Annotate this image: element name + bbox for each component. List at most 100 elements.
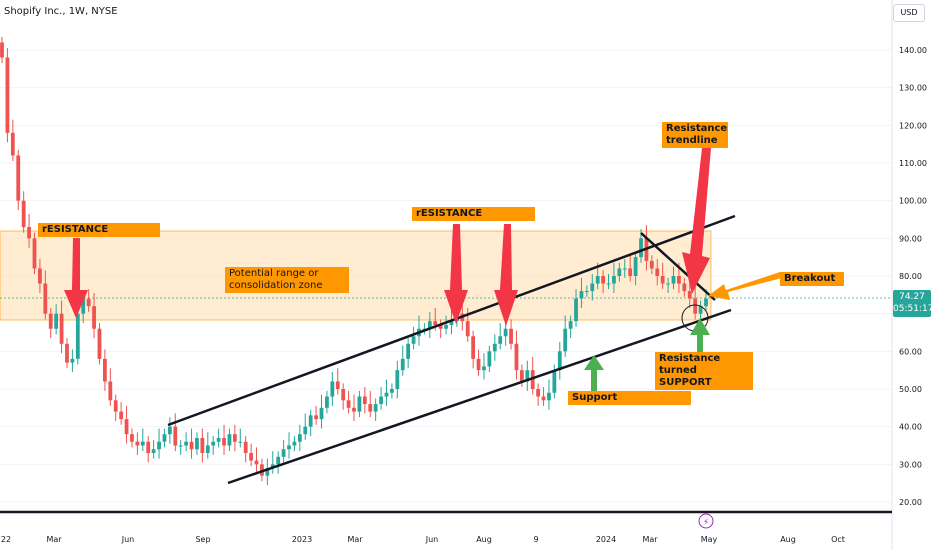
candle-body — [536, 389, 541, 397]
note-support[interactable]: Support — [568, 391, 691, 405]
candle-body — [400, 358, 405, 371]
currency-button[interactable]: USD — [893, 4, 925, 22]
candle-body — [612, 276, 616, 284]
candle-body — [0, 42, 4, 58]
candle-body — [178, 445, 183, 447]
last-price-tag: 74.27 05:51:17 — [893, 290, 932, 317]
candle-body — [639, 238, 643, 258]
candle-body — [557, 351, 562, 371]
event-marker[interactable] — [698, 513, 714, 529]
candle-body — [48, 313, 53, 329]
candle-body — [119, 411, 124, 420]
candle-body — [260, 464, 264, 476]
candle-body — [649, 260, 654, 269]
x-tick-label: Oct — [831, 535, 845, 544]
candle-body — [81, 298, 86, 314]
candle-body — [552, 370, 557, 393]
note-range-zone[interactable]: Potential range or consolidation zone — [225, 267, 349, 293]
y-tick-label: 60.00 — [899, 347, 922, 356]
note-resistance-mid[interactable]: rESISTANCE — [412, 207, 535, 221]
note-breakout[interactable]: Breakout — [780, 272, 844, 286]
candle-body — [249, 453, 254, 461]
candle-body — [519, 370, 524, 382]
candle-body — [254, 460, 259, 465]
last-price: 74.27 — [899, 292, 925, 302]
candle-body — [281, 449, 286, 457]
arrow-breakout — [708, 272, 782, 300]
candle-body — [157, 441, 161, 450]
channel-lower-line — [227, 308, 732, 485]
x-tick-label: Jun — [121, 535, 135, 544]
y-axis: 140.00 130.00 120.00 110.00 100.00 90.00 80.00… — [899, 46, 927, 507]
candle-body — [628, 268, 633, 276]
candle-body — [384, 392, 389, 397]
candle-body — [449, 321, 454, 325]
candle-body — [297, 434, 302, 442]
candle-body — [319, 407, 324, 420]
candle-body — [352, 407, 356, 412]
candle-body — [660, 276, 665, 284]
candle-body — [438, 324, 443, 329]
candle-body — [595, 276, 600, 284]
candle-body — [97, 328, 102, 359]
candle-body — [75, 313, 80, 359]
candle-body — [427, 321, 432, 329]
candle-body — [38, 268, 42, 284]
x-axis: 22 Mar Jun Sep 2023 Mar Jun Aug 9 2024 Mar May Aug Oc… — [1, 535, 845, 544]
candle-body — [113, 400, 118, 412]
candle-body — [568, 321, 573, 329]
candle-body — [167, 426, 172, 435]
candle-body — [10, 132, 15, 156]
candle-body — [27, 227, 31, 239]
candle-body — [189, 441, 194, 450]
y-tick-label: 120.00 — [899, 121, 927, 130]
candle-body — [151, 449, 156, 454]
candle-body — [270, 464, 275, 469]
y-tick-label: 20.00 — [899, 498, 922, 507]
x-tick-label: 2023 — [292, 535, 312, 544]
candle-body — [314, 415, 318, 420]
candle-body — [514, 343, 519, 371]
candle-body — [32, 238, 37, 269]
candle-body — [232, 434, 237, 442]
candle-body — [92, 306, 96, 329]
x-tick-label: Sep — [195, 535, 210, 544]
candle-body — [325, 396, 329, 408]
candle-body — [530, 370, 535, 389]
candle-body — [303, 426, 308, 435]
green-arrows — [584, 318, 710, 392]
red-arrows — [64, 148, 711, 326]
candle-body — [65, 343, 69, 363]
candle-body — [335, 381, 340, 389]
candle-body — [211, 441, 216, 446]
y-tick-label: 100.00 — [899, 197, 927, 206]
note-resistance-trendline[interactable]: Resistance trendline — [662, 122, 728, 148]
x-tick-label: Jun — [425, 535, 439, 544]
candle-body — [21, 200, 26, 228]
channel-upper-line — [167, 214, 736, 427]
candle-body — [471, 336, 476, 359]
candle-body — [135, 441, 140, 446]
candle-body — [666, 283, 670, 285]
candle-body — [476, 358, 481, 371]
candle-body — [330, 381, 335, 397]
candle-body — [677, 276, 681, 284]
candle-body — [601, 276, 606, 284]
candle-body — [444, 324, 448, 329]
candle-body — [308, 415, 313, 427]
candle-body — [655, 268, 660, 276]
symbol-title: Shopify Inc., 1W, NYSE — [4, 6, 118, 17]
candle-body — [59, 313, 64, 344]
x-tick-label: 22 — [1, 535, 11, 544]
note-resistance-left[interactable]: rESISTANCE — [38, 223, 160, 237]
candle-body — [541, 396, 546, 401]
candle-body — [606, 283, 611, 285]
candle-body — [379, 396, 383, 405]
candle-body — [547, 392, 551, 401]
candle-body — [195, 437, 199, 450]
note-resistance-support[interactable]: Resistance turned SUPPORT — [655, 352, 753, 390]
x-tick-label: Mar — [46, 535, 62, 544]
y-tick-label: 90.00 — [899, 234, 922, 243]
x-tick-label: May — [701, 535, 718, 544]
